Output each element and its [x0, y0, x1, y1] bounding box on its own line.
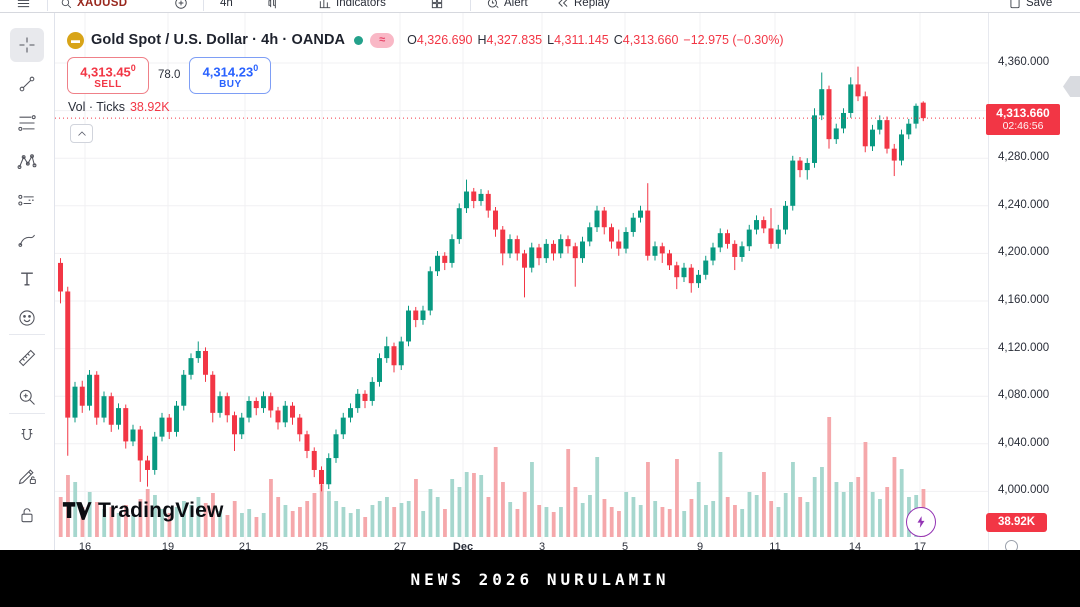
tradingview-logo-icon — [62, 502, 92, 520]
replay-icon — [558, 0, 568, 7]
collapse-panel-button[interactable] — [70, 124, 93, 143]
candlestick-chart[interactable] — [55, 13, 988, 551]
crosshair-tool[interactable] — [10, 28, 44, 62]
price-axis-label: 4,160.000 — [998, 294, 1050, 306]
time-axis-label: 11 — [769, 541, 781, 551]
alert-clock-icon — [487, 0, 499, 8]
ruler-tool[interactable] — [10, 341, 44, 375]
indicators-button[interactable]: Indicators — [318, 0, 386, 12]
xabcd-pattern-tool[interactable] — [10, 145, 44, 179]
text-tool[interactable] — [10, 262, 44, 296]
volume-label: Vol · Ticks — [68, 100, 125, 114]
zoom-in-icon — [19, 389, 35, 405]
xabcd-pattern-icon — [17, 154, 37, 169]
price-axis-label: 4,040.000 — [998, 436, 1050, 449]
banner-text: NEWS 2026 NURULAMIN — [410, 570, 670, 589]
brush-tool[interactable] — [10, 223, 44, 257]
symbol-search-button[interactable]: XAUUSD — [60, 0, 128, 12]
time-axis-label: 17 — [913, 541, 927, 551]
time-axis-label: 14 — [848, 541, 862, 551]
emoji-icon — [19, 310, 35, 326]
price-axis[interactable]: 4,000.000 4,040.000 4,080.000 4,120.000 4,16… — [986, 13, 1080, 553]
top-toolbar: XAUUSD 4h Indicators Alert Replay Sa — [0, 0, 1080, 13]
indicators-icon — [319, 0, 331, 9]
magnet-tool[interactable] — [10, 420, 44, 454]
drawing-lock-tool[interactable] — [10, 459, 44, 493]
price-axis-label: 4,000.000 — [998, 484, 1050, 497]
save-button[interactable]: Save — [1008, 0, 1052, 12]
alert-button[interactable]: Alert — [486, 0, 528, 12]
boost-button[interactable] — [906, 507, 936, 537]
interval-button[interactable]: 4h — [220, 0, 233, 9]
fib-retracement-icon — [18, 115, 36, 131]
fib-retracement-tool[interactable] — [10, 106, 44, 140]
time-axis-label: 19 — [161, 541, 175, 551]
price-axis-label: 4,240.000 — [998, 198, 1050, 211]
zoom-in-tool[interactable] — [10, 380, 44, 414]
menu-icon[interactable] — [16, 0, 31, 12]
price-axis-label: 4,280.000 — [998, 151, 1050, 164]
emoji-tool[interactable] — [10, 301, 44, 335]
buy-button[interactable]: 4,314.230 BUY — [189, 56, 272, 94]
long-position-icon — [18, 194, 34, 206]
symbol-title[interactable]: Gold Spot / U.S. Dollar · 4h · OANDA — [91, 32, 346, 48]
volume-badge: 38.92K — [986, 513, 1047, 532]
time-axis-label: 27 — [393, 541, 407, 551]
ruler-icon — [18, 349, 36, 367]
time-axis-label: 16 — [78, 541, 92, 551]
tradingview-watermark[interactable]: TradingView — [62, 499, 224, 523]
long-position-tool[interactable] — [10, 184, 44, 218]
toolbar-divider — [9, 413, 45, 414]
search-icon — [61, 0, 72, 8]
lightning-icon — [917, 516, 925, 528]
volume-bars — [58, 417, 926, 537]
time-axis-label: 5 — [621, 541, 629, 551]
replay-button[interactable]: Replay — [556, 0, 610, 12]
notification-pill[interactable]: ≈ — [370, 32, 395, 48]
chevron-up-icon — [77, 130, 86, 136]
brush-icon — [18, 234, 35, 247]
spread-value: 78.0 — [158, 69, 181, 81]
scroll-tab[interactable] — [1063, 76, 1080, 97]
sell-button[interactable]: 4,313.450 SELL — [67, 56, 149, 94]
time-axis-label: 3 — [538, 541, 546, 551]
drawing-toolbar — [0, 13, 55, 551]
lock-icon — [21, 508, 33, 523]
price-axis-label: 4,080.000 — [998, 389, 1050, 402]
save-icon — [1010, 0, 1020, 9]
bar-countdown: 02:46:56 — [1002, 120, 1044, 132]
price-axis-label: 4,120.000 — [998, 341, 1050, 354]
symbol-header: ▬ Gold Spot / U.S. Dollar · 4h · OANDA ≈… — [67, 30, 783, 50]
price-axis-label: 4,200.000 — [998, 246, 1050, 259]
chart-pane[interactable]: ▬ Gold Spot / U.S. Dollar · 4h · OANDA ≈… — [55, 13, 988, 551]
candles — [58, 66, 926, 492]
bottom-banner: NEWS 2026 NURULAMIN — [0, 550, 1080, 607]
text-icon — [21, 272, 33, 286]
gold-coin-icon: ▬ — [67, 31, 84, 49]
plus-circle-icon[interactable] — [174, 0, 188, 12]
lock-tool[interactable] — [10, 498, 44, 532]
chart-style-icon[interactable] — [266, 0, 280, 12]
magnet-icon — [21, 428, 33, 440]
volume-value: 38.92K — [129, 100, 170, 114]
toolbar-divider — [9, 334, 45, 335]
time-axis-label: 9 — [696, 541, 704, 551]
time-axis-label: 25 — [315, 541, 329, 551]
layout-icon[interactable] — [430, 0, 444, 12]
trend-line-icon — [19, 76, 35, 92]
market-status-dot — [354, 35, 364, 45]
current-price-label: 4,313.660 02:46:56 — [986, 104, 1060, 135]
symbol-search-value: XAUUSD — [77, 0, 128, 9]
time-axis-label: Dec — [452, 541, 474, 551]
ohlc-readout: O4,326.690 H4,327.835 L4,311.145 C4,313.… — [407, 33, 784, 47]
volume-indicator-row[interactable]: Vol · Ticks 38.92K — [68, 100, 170, 114]
time-axis-label: 21 — [238, 541, 252, 551]
trend-line-tool[interactable] — [10, 67, 44, 101]
price-axis-label: 4,360.000 — [998, 56, 1050, 68]
trade-panel: 4,313.450 SELL 78.0 4,314.230 BUY — [67, 55, 272, 95]
price-change: −12.975 (−0.30%) — [683, 33, 784, 47]
drawing-lock-icon — [18, 469, 36, 485]
crosshair-icon — [19, 37, 35, 53]
